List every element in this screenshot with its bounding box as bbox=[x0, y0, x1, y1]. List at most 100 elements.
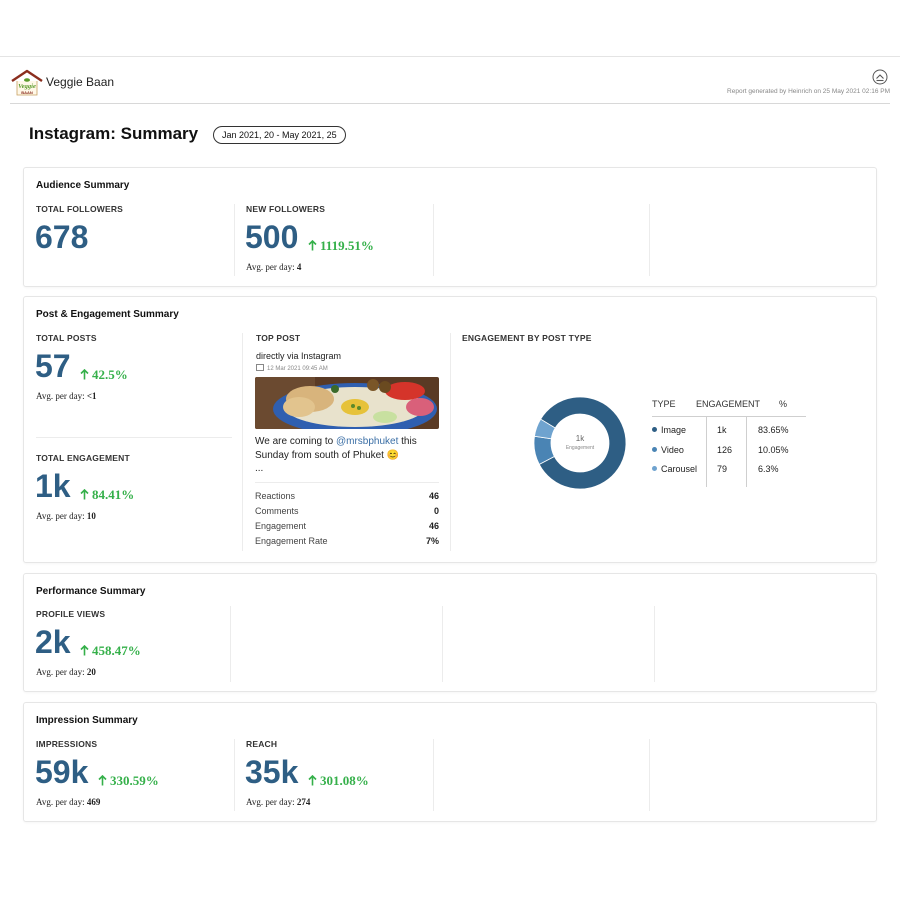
total-followers-label: TOTAL FOLLOWERS bbox=[36, 204, 124, 214]
report-generated-text: Report generated by Heinrich on 25 May 2… bbox=[727, 88, 890, 95]
table-row-engagement: 79 bbox=[717, 464, 728, 474]
profile-views-change: 458.47% bbox=[80, 643, 141, 659]
top-post-source: directly via Instagram bbox=[256, 351, 342, 361]
avg-value: 469 bbox=[86, 797, 101, 807]
impressions-avg: Avg. per day: 469 bbox=[36, 797, 100, 807]
column-divider bbox=[450, 333, 451, 551]
top-post-date-text: 12 Mar 2021 09:45 AM bbox=[267, 366, 328, 372]
top-separator bbox=[0, 56, 900, 57]
stat-label: Comments bbox=[255, 506, 299, 516]
row-divider bbox=[36, 437, 232, 438]
column-divider bbox=[649, 204, 650, 276]
row-divider bbox=[255, 482, 439, 483]
table-column-divider bbox=[706, 417, 707, 487]
total-posts-label: TOTAL POSTS bbox=[36, 333, 97, 343]
page-title: Instagram: Summary bbox=[29, 124, 199, 143]
table-row-percent: 83.65% bbox=[758, 425, 789, 435]
card-title: Audience Summary bbox=[36, 180, 130, 191]
stat-row-engagement-rate: Engagement Rate 7% bbox=[255, 536, 439, 551]
table-row-engagement: 126 bbox=[717, 445, 733, 455]
change-value: 84.41% bbox=[92, 487, 135, 502]
arrow-up-icon bbox=[308, 775, 317, 786]
change-value: 1119.51% bbox=[320, 238, 374, 253]
table-column-divider bbox=[746, 417, 747, 487]
column-divider bbox=[442, 606, 443, 682]
table-row-engagement: 1k bbox=[717, 425, 727, 435]
avg-label: Avg. per day: bbox=[246, 797, 295, 807]
arrow-up-icon bbox=[80, 645, 89, 656]
avg-value: 10 bbox=[86, 511, 96, 521]
avg-value: <1 bbox=[86, 391, 97, 401]
share-icon[interactable] bbox=[872, 69, 888, 85]
column-divider bbox=[234, 204, 235, 276]
audience-summary-card: Audience Summary TOTAL FOLLOWERS 678 NEW… bbox=[23, 167, 877, 287]
top-post-date: 12 Mar 2021 09:45 AM bbox=[256, 364, 328, 372]
impressions-label: IMPRESSIONS bbox=[36, 739, 98, 749]
stat-value: 0 bbox=[433, 506, 439, 516]
stat-label: Reactions bbox=[255, 491, 296, 501]
row-type-label: Carousel bbox=[661, 464, 698, 474]
reach-change: 301.08% bbox=[308, 773, 369, 789]
impressions-value: 59k bbox=[35, 754, 89, 790]
total-engagement-value: 1k bbox=[35, 468, 71, 504]
column-divider bbox=[433, 739, 434, 811]
impressions-change: 330.59% bbox=[98, 773, 159, 789]
arrow-up-icon bbox=[98, 775, 107, 786]
card-title: Post & Engagement Summary bbox=[36, 309, 179, 320]
donut-center-value: 1k bbox=[575, 434, 585, 443]
row-type-label: Image bbox=[661, 425, 687, 435]
profile-views-avg: Avg. per day: 20 bbox=[36, 667, 96, 677]
change-value: 42.5% bbox=[92, 367, 128, 382]
legend-dot-icon bbox=[652, 466, 657, 471]
card-title: Impression Summary bbox=[36, 715, 138, 726]
report-header: Veggie BAAN Veggie Baan Report generated… bbox=[10, 64, 890, 104]
legend-dot-icon bbox=[652, 427, 657, 432]
profile-views-label: PROFILE VIEWS bbox=[36, 609, 106, 619]
avg-label: Avg. per day: bbox=[36, 511, 85, 521]
caption-text-end: this Sunday from south of Phuket 😊 bbox=[255, 436, 417, 461]
avg-value: 274 bbox=[296, 797, 311, 807]
arrow-up-icon bbox=[80, 369, 89, 380]
reach-value: 35k bbox=[245, 754, 299, 790]
column-divider bbox=[433, 204, 434, 276]
svg-text:Veggie: Veggie bbox=[18, 83, 36, 90]
table-row-percent: 6.3% bbox=[758, 464, 779, 474]
column-divider bbox=[649, 739, 650, 811]
table-header-type: TYPE bbox=[652, 399, 676, 409]
arrow-up-icon bbox=[80, 489, 89, 500]
stat-row-reactions: Reactions 46 bbox=[255, 491, 439, 506]
date-range-picker[interactable]: Jan 2021, 20 - May 2021, 25 bbox=[213, 126, 346, 144]
top-post-caption: We are coming to @mrsbphuket this Sunday… bbox=[255, 435, 435, 463]
top-post-image[interactable] bbox=[255, 377, 439, 429]
total-engagement-avg: Avg. per day: 10 bbox=[36, 511, 96, 521]
stat-row-engagement: Engagement 46 bbox=[255, 521, 439, 536]
stat-value: 46 bbox=[428, 491, 439, 501]
table-row-type: Carousel bbox=[652, 464, 697, 474]
calendar-icon bbox=[256, 364, 264, 371]
impression-summary-card: Impression Summary IMPRESSIONS 59k 330.5… bbox=[23, 702, 877, 822]
profile-views-value: 2k bbox=[35, 624, 71, 660]
post-engagement-summary-card: Post & Engagement Summary TOTAL POSTS 57… bbox=[23, 296, 877, 563]
stat-label: Engagement bbox=[255, 521, 307, 531]
total-posts-value: 57 bbox=[35, 348, 71, 384]
table-header-percent: % bbox=[779, 399, 788, 409]
mention-link[interactable]: @mrsbphuket bbox=[335, 436, 399, 447]
table-row-type: Image bbox=[652, 425, 686, 435]
avg-value: 4 bbox=[296, 262, 302, 272]
new-followers-avg: Avg. per day: 4 bbox=[246, 262, 301, 272]
total-engagement-change: 84.41% bbox=[80, 487, 134, 503]
avg-label: Avg. per day: bbox=[246, 262, 295, 272]
table-header-engagement: ENGAGEMENT bbox=[696, 399, 761, 409]
column-divider bbox=[654, 606, 655, 682]
brand-name: Veggie Baan bbox=[46, 75, 115, 89]
stat-row-comments: Comments 0 bbox=[255, 506, 439, 521]
new-followers-label: NEW FOLLOWERS bbox=[246, 204, 326, 214]
avg-value: 20 bbox=[86, 667, 96, 677]
avg-label: Avg. per day: bbox=[36, 667, 85, 677]
engagement-donut-chart[interactable] bbox=[532, 395, 628, 491]
svg-text:BAAN: BAAN bbox=[21, 90, 33, 95]
new-followers-value: 500 bbox=[245, 219, 299, 255]
column-divider bbox=[242, 333, 243, 551]
reach-label: REACH bbox=[246, 739, 278, 749]
column-divider bbox=[234, 739, 235, 811]
